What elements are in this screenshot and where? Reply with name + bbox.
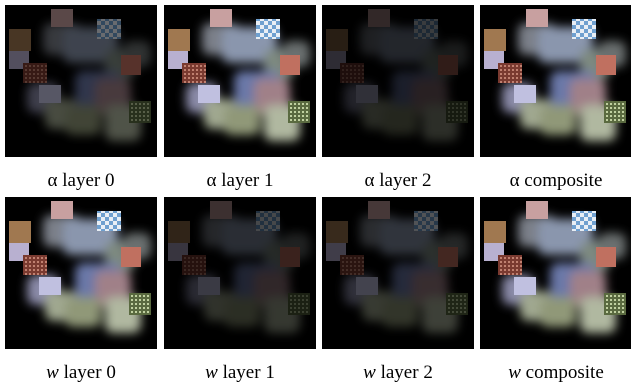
texture-patch	[484, 29, 506, 51]
texture-patch	[498, 63, 522, 83]
texture-patch	[182, 63, 206, 83]
texture-patch	[514, 85, 536, 103]
texture-patch	[288, 101, 310, 123]
blob	[382, 105, 418, 135]
texture-patch	[484, 221, 506, 243]
caption-symbol: α	[207, 170, 217, 191]
texture-patch	[51, 201, 73, 219]
texture-patch	[280, 247, 300, 267]
texture-patch	[210, 9, 232, 27]
texture-patch	[39, 277, 61, 295]
caption-symbol: w	[46, 362, 59, 383]
texture-patch	[97, 19, 121, 39]
caption-symbol: w	[363, 362, 376, 383]
texture-patch	[121, 55, 141, 75]
texture-patch	[604, 293, 626, 315]
image-panel	[322, 5, 474, 157]
texture-patch	[9, 221, 31, 243]
image-panel	[164, 5, 316, 157]
texture-patch	[414, 19, 438, 39]
texture-patch	[129, 293, 151, 315]
texture-patch	[572, 19, 596, 39]
texture-patch	[340, 255, 364, 275]
texture-patch	[414, 211, 438, 231]
texture-patch	[256, 19, 280, 39]
texture-patch	[210, 201, 232, 219]
caption-symbol: w	[508, 362, 521, 383]
texture-patch	[438, 55, 458, 75]
caption: w layer 2	[363, 362, 433, 383]
caption: α layer 0	[48, 170, 115, 191]
texture-patch	[121, 247, 141, 267]
caption-symbol: w	[205, 362, 218, 383]
caption: w layer 0	[46, 362, 116, 383]
image-panel	[322, 197, 474, 349]
blob	[224, 105, 260, 135]
texture-patch	[39, 85, 61, 103]
texture-patch	[23, 255, 47, 275]
figure-canvas: α layer 0α layer 1α layer 2α compositew …	[0, 0, 631, 387]
texture-patch	[168, 221, 190, 243]
texture-patch	[446, 293, 468, 315]
texture-patch	[368, 201, 390, 219]
texture-patch	[446, 101, 468, 123]
texture-patch	[256, 211, 280, 231]
texture-patch	[438, 247, 458, 267]
texture-patch	[182, 255, 206, 275]
texture-patch	[97, 211, 121, 231]
image-panel	[5, 5, 157, 157]
caption-symbol: α	[48, 170, 58, 191]
caption: α composite	[510, 170, 603, 191]
texture-patch	[356, 277, 378, 295]
texture-patch	[596, 55, 616, 75]
blob	[540, 297, 576, 327]
blob	[540, 105, 576, 135]
caption: w layer 1	[205, 362, 275, 383]
texture-patch	[572, 211, 596, 231]
texture-patch	[368, 9, 390, 27]
caption-label: composite	[526, 362, 604, 383]
texture-patch	[198, 85, 220, 103]
caption-label: layer 1	[221, 170, 273, 191]
texture-patch	[340, 63, 364, 83]
blob	[65, 297, 101, 327]
caption: α layer 2	[365, 170, 432, 191]
blob	[65, 105, 101, 135]
blob	[224, 297, 260, 327]
caption-label: layer 0	[64, 362, 116, 383]
image-panel	[480, 197, 631, 349]
texture-patch	[526, 201, 548, 219]
figure: α layer 0α layer 1α layer 2α compositew …	[0, 0, 631, 387]
texture-patch	[168, 29, 190, 51]
caption-symbol: α	[510, 170, 520, 191]
caption-label: layer 1	[223, 362, 275, 383]
texture-patch	[280, 55, 300, 75]
image-panel	[5, 197, 157, 349]
blob	[382, 297, 418, 327]
texture-patch	[288, 293, 310, 315]
texture-patch	[51, 9, 73, 27]
texture-patch	[604, 101, 626, 123]
texture-patch	[596, 247, 616, 267]
caption-label: composite	[524, 170, 602, 191]
texture-patch	[198, 277, 220, 295]
image-panel	[164, 197, 316, 349]
caption-label: layer 2	[379, 170, 431, 191]
texture-patch	[526, 9, 548, 27]
texture-patch	[498, 255, 522, 275]
texture-patch	[129, 101, 151, 123]
caption-symbol: α	[365, 170, 375, 191]
texture-patch	[326, 29, 348, 51]
image-panel	[480, 5, 631, 157]
caption-label: layer 0	[62, 170, 114, 191]
texture-patch	[356, 85, 378, 103]
texture-patch	[9, 29, 31, 51]
caption: α layer 1	[207, 170, 274, 191]
texture-patch	[23, 63, 47, 83]
texture-patch	[326, 221, 348, 243]
texture-patch	[514, 277, 536, 295]
caption: w composite	[508, 362, 604, 383]
caption-label: layer 2	[381, 362, 433, 383]
